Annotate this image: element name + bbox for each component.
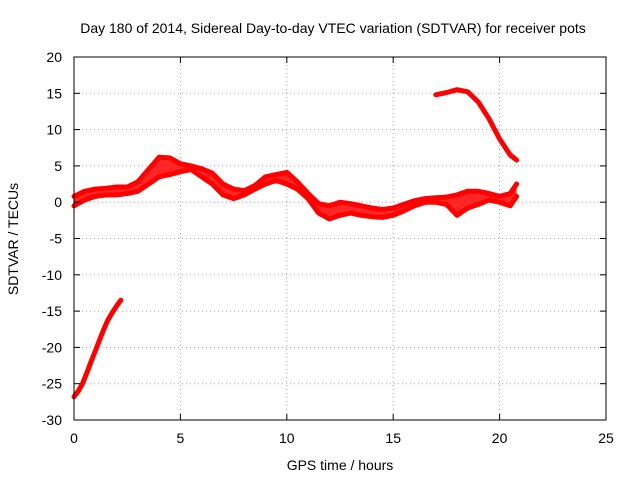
x-tick-label: 20 xyxy=(492,430,508,446)
plot-series xyxy=(71,87,520,400)
x-tick-label: 5 xyxy=(177,430,185,446)
y-tick-label: 10 xyxy=(46,122,62,138)
y-tick-label: -30 xyxy=(42,412,62,428)
x-tick-label: 15 xyxy=(385,430,401,446)
y-tick-label: 20 xyxy=(46,49,62,65)
y-tick-label: -25 xyxy=(42,376,62,392)
y-tick-label: 15 xyxy=(46,85,62,101)
grid-lines xyxy=(74,57,606,420)
chart-title: Day 180 of 2014, Sidereal Day-to-day VTE… xyxy=(80,20,586,36)
y-tick-label: -5 xyxy=(50,231,63,247)
tick-marks xyxy=(73,56,607,421)
y-tick-label: 5 xyxy=(54,158,62,174)
y-axis-label: SDTVAR / TECUs xyxy=(5,183,21,295)
tick-labels: 0 5 10 15 20 25 -30 -25 -20 -15 -10 -5 0 5 10 15 20 xyxy=(42,49,614,446)
x-tick-label: 10 xyxy=(279,430,295,446)
series-main-band-fill xyxy=(74,157,517,219)
y-tick-label: -20 xyxy=(42,339,62,355)
y-tick-label: 0 xyxy=(54,194,62,210)
x-axis-label: GPS time / hours xyxy=(287,457,394,473)
y-tick-label: -10 xyxy=(42,267,62,283)
series-descending-segment xyxy=(433,87,520,163)
x-tick-label: 25 xyxy=(598,430,614,446)
y-tick-label: -15 xyxy=(42,303,62,319)
series-rising-segment xyxy=(71,297,124,400)
x-tick-label: 0 xyxy=(70,430,78,446)
